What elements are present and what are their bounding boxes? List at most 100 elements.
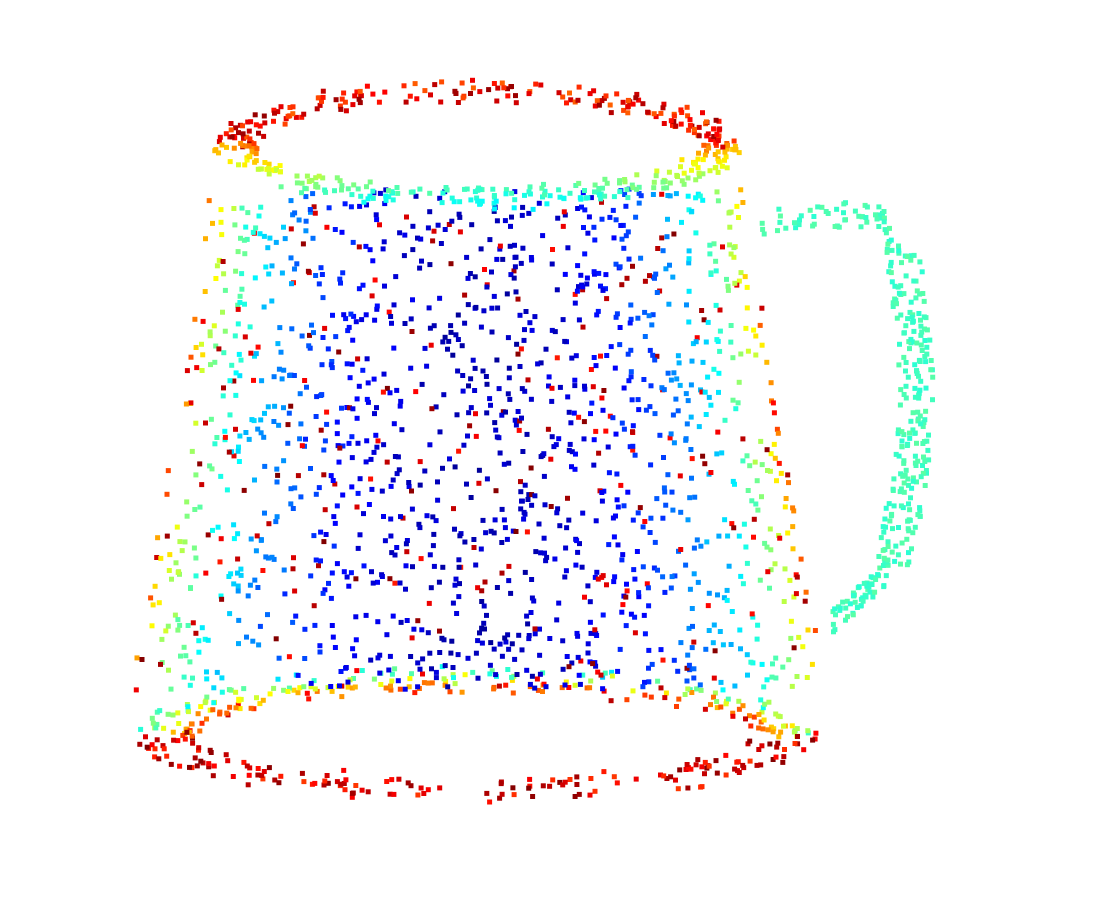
rim-point — [617, 180, 622, 186]
body-point — [695, 579, 701, 585]
body-point — [492, 517, 498, 523]
handle-point — [910, 478, 916, 484]
body-point — [451, 506, 456, 512]
base-point — [576, 791, 582, 797]
base-point — [161, 746, 167, 752]
base-point — [756, 747, 762, 752]
body-point — [404, 214, 409, 220]
body-point — [381, 514, 386, 519]
body-point — [398, 514, 403, 520]
body-point — [769, 674, 775, 680]
body-point — [794, 674, 800, 679]
handle-point — [916, 311, 922, 316]
rim-point — [245, 119, 251, 125]
handle-point — [872, 589, 878, 595]
base-point — [462, 672, 468, 678]
base-point — [154, 737, 160, 743]
body-point — [556, 600, 562, 606]
body-point — [565, 495, 570, 501]
base-point — [496, 683, 502, 689]
body-point — [622, 192, 628, 197]
body-point — [735, 400, 741, 406]
body-point — [638, 255, 644, 261]
body-point — [235, 588, 241, 594]
body-point — [479, 640, 485, 646]
body-point — [361, 511, 366, 517]
body-point — [260, 568, 266, 573]
body-point — [518, 346, 524, 352]
base-point — [211, 700, 217, 706]
handle-point — [899, 438, 905, 444]
body-point — [255, 585, 261, 590]
body-point — [417, 265, 423, 271]
body-point — [636, 200, 642, 206]
body-point — [369, 486, 375, 492]
rim-point — [695, 156, 701, 162]
body-point — [202, 289, 208, 294]
body-point — [273, 636, 279, 642]
handle-point — [864, 219, 870, 225]
base-point — [588, 776, 594, 781]
base-point — [758, 719, 764, 725]
body-point — [606, 470, 612, 476]
body-point — [790, 524, 796, 530]
base-point — [196, 745, 202, 751]
body-point — [509, 641, 515, 647]
handle-point — [930, 397, 935, 403]
rim-point — [617, 189, 623, 195]
base-point — [299, 770, 305, 776]
body-point — [248, 350, 254, 356]
body-point — [705, 374, 711, 380]
body-point — [686, 288, 692, 294]
body-point — [370, 258, 376, 264]
rim-point — [724, 165, 730, 171]
body-point — [528, 396, 534, 402]
body-point — [193, 472, 199, 478]
body-point — [318, 558, 323, 564]
base-point — [781, 723, 786, 729]
body-point — [741, 521, 747, 527]
body-point — [370, 580, 376, 586]
body-point — [574, 630, 580, 636]
base-point — [415, 792, 421, 798]
rim-point — [705, 131, 711, 137]
body-point — [188, 585, 193, 591]
body-point — [700, 197, 706, 203]
body-point — [596, 270, 602, 276]
base-point — [698, 687, 704, 693]
base-point — [295, 690, 301, 696]
body-point — [715, 429, 721, 435]
base-point — [574, 774, 580, 780]
body-point — [348, 204, 354, 210]
body-point — [213, 343, 219, 349]
body-point — [740, 581, 746, 587]
body-point — [641, 612, 647, 618]
body-point — [465, 655, 471, 661]
body-point — [705, 603, 711, 609]
body-point — [265, 404, 271, 410]
base-point — [137, 741, 143, 747]
base-point — [740, 762, 746, 768]
body-point — [221, 385, 226, 391]
body-point — [235, 531, 241, 537]
handle-point — [916, 390, 922, 396]
body-point — [265, 612, 270, 618]
handle-point — [906, 501, 911, 507]
rim-point — [625, 110, 631, 116]
body-point — [493, 427, 499, 433]
body-point — [450, 600, 456, 606]
body-point — [456, 448, 462, 454]
body-point — [342, 201, 348, 207]
body-point — [651, 565, 657, 571]
body-point — [244, 634, 249, 640]
body-point — [595, 669, 601, 675]
body-point — [276, 366, 282, 372]
rim-point — [282, 121, 288, 127]
body-point — [484, 381, 490, 387]
body-point — [292, 210, 298, 216]
rim-point — [357, 88, 363, 94]
rim-point — [227, 159, 233, 165]
body-point — [382, 283, 387, 289]
body-point — [560, 317, 566, 323]
body-point — [351, 313, 357, 319]
